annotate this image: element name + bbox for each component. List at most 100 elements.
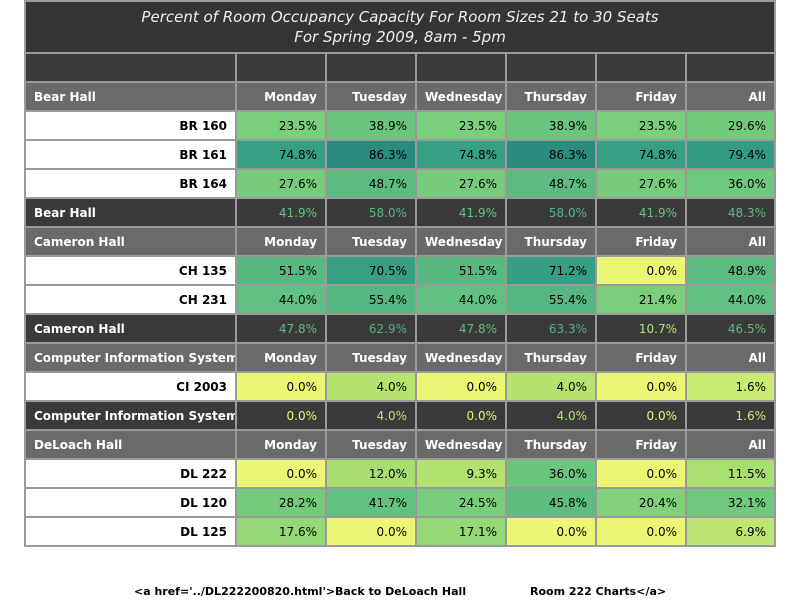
summary-cell: 1.6%	[685, 402, 777, 431]
room-name: BR 160	[24, 112, 235, 141]
summary-cell: 0.0%	[595, 402, 685, 431]
blank-cell	[505, 54, 595, 83]
column-header: Wednesday	[415, 344, 505, 373]
room-name: DL 120	[24, 489, 235, 518]
summary-cell: 63.3%	[505, 315, 595, 344]
summary-cell: 41.9%	[415, 199, 505, 228]
room-name: CH 135	[24, 257, 235, 286]
occupancy-cell: 48.7%	[505, 170, 595, 199]
title-line-1: Percent of Room Occupancy Capacity For R…	[141, 8, 659, 26]
column-header: All	[685, 344, 777, 373]
occupancy-cell: 44.0%	[415, 286, 505, 315]
column-header: Tuesday	[325, 344, 415, 373]
room-charts-text[interactable]: Room 222 Charts</a>	[530, 585, 667, 598]
summary-cell: 4.0%	[325, 402, 415, 431]
summary-cell: 48.3%	[685, 199, 777, 228]
summary-cell: 47.8%	[235, 315, 325, 344]
summary-cell: 46.5%	[685, 315, 777, 344]
room-name: CH 231	[24, 286, 235, 315]
occupancy-cell: 74.8%	[595, 141, 685, 170]
hall-summary-name: Cameron Hall	[24, 315, 235, 344]
occupancy-cell: 0.0%	[505, 518, 595, 547]
summary-cell: 0.0%	[415, 402, 505, 431]
summary-cell: 41.9%	[595, 199, 685, 228]
occupancy-cell: 44.0%	[235, 286, 325, 315]
occupancy-cell: 20.4%	[595, 489, 685, 518]
blank-cell	[235, 54, 325, 83]
room-row: DL 222 0.0% 12.0% 9.3% 36.0% 0.0% 11.5%	[24, 460, 777, 489]
occupancy-cell: 51.5%	[415, 257, 505, 286]
occupancy-cell: 27.6%	[235, 170, 325, 199]
blank-cell	[685, 54, 777, 83]
occupancy-cell: 36.0%	[685, 170, 777, 199]
occupancy-cell: 55.4%	[505, 286, 595, 315]
column-header: Monday	[235, 228, 325, 257]
hall-summary-row: Cameron Hall 47.8% 62.9% 47.8% 63.3% 10.7% 46.…	[24, 315, 777, 344]
room-row: DL 120 28.2% 41.7% 24.5% 45.8% 20.4% 32.1%	[24, 489, 777, 518]
summary-cell: 4.0%	[505, 402, 595, 431]
column-header: Thursday	[505, 431, 595, 460]
room-row: BR 160 23.5% 38.9% 23.5% 38.9% 23.5% 29.6%	[24, 112, 777, 141]
hall-name: Cameron Hall	[24, 228, 235, 257]
occupancy-cell: 74.8%	[235, 141, 325, 170]
column-header: Friday	[595, 344, 685, 373]
occupancy-cell: 0.0%	[235, 460, 325, 489]
occupancy-cell: 86.3%	[325, 141, 415, 170]
hall-name: Bear Hall	[24, 83, 235, 112]
summary-cell: 0.0%	[235, 402, 325, 431]
occupancy-cell: 23.5%	[235, 112, 325, 141]
occupancy-cell: 6.9%	[685, 518, 777, 547]
occupancy-cell: 12.0%	[325, 460, 415, 489]
back-link-text[interactable]: <a href='../DL222200820.html'>Back to De…	[134, 585, 467, 598]
summary-cell: 47.8%	[415, 315, 505, 344]
occupancy-cell: 32.1%	[685, 489, 777, 518]
occupancy-cell: 17.1%	[415, 518, 505, 547]
room-row: CH 231 44.0% 55.4% 44.0% 55.4% 21.4% 44.0%	[24, 286, 777, 315]
occupancy-cell: 36.0%	[505, 460, 595, 489]
occupancy-cell: 23.5%	[595, 112, 685, 141]
occupancy-cell: 28.2%	[235, 489, 325, 518]
column-header: Wednesday	[415, 83, 505, 112]
column-header: Tuesday	[325, 431, 415, 460]
occupancy-cell: 21.4%	[595, 286, 685, 315]
occupancy-cell: 0.0%	[415, 373, 505, 402]
occupancy-cell: 0.0%	[595, 518, 685, 547]
column-header: Tuesday	[325, 228, 415, 257]
occupancy-cell: 24.5%	[415, 489, 505, 518]
hall-summary-row: Computer Information Systems 0.0% 4.0% 0.0%…	[24, 402, 777, 431]
hall-name: DeLoach Hall	[24, 431, 235, 460]
column-header: All	[685, 431, 777, 460]
occupancy-cell: 0.0%	[325, 518, 415, 547]
column-header: Friday	[595, 431, 685, 460]
occupancy-table: Percent of Room Occupancy Capacity For R…	[24, 0, 777, 547]
occupancy-cell: 27.6%	[415, 170, 505, 199]
occupancy-cell: 79.4%	[685, 141, 777, 170]
column-header: All	[685, 228, 777, 257]
occupancy-cell: 45.8%	[505, 489, 595, 518]
occupancy-cell: 74.8%	[415, 141, 505, 170]
column-header: Wednesday	[415, 431, 505, 460]
room-row: CH 135 51.5% 70.5% 51.5% 71.2% 0.0% 48.9%	[24, 257, 777, 286]
summary-cell: 10.7%	[595, 315, 685, 344]
hall-header-row: Cameron Hall Monday Tuesday Wednesday Thursd…	[24, 228, 777, 257]
occupancy-cell: 1.6%	[685, 373, 777, 402]
column-header: Thursday	[505, 344, 595, 373]
blank-cell	[415, 54, 505, 83]
hall-summary-name: Bear Hall	[24, 199, 235, 228]
occupancy-cell: 0.0%	[595, 373, 685, 402]
occupancy-cell: 4.0%	[325, 373, 415, 402]
summary-cell: 41.9%	[235, 199, 325, 228]
column-header: Friday	[595, 83, 685, 112]
blank-cell	[595, 54, 685, 83]
column-header: All	[685, 83, 777, 112]
hall-name: Computer Information Systems	[24, 344, 235, 373]
blank-cell	[24, 54, 235, 83]
room-name: BR 161	[24, 141, 235, 170]
room-name: DL 125	[24, 518, 235, 547]
column-header: Monday	[235, 83, 325, 112]
room-name: BR 164	[24, 170, 235, 199]
column-header: Thursday	[505, 228, 595, 257]
hall-header-row: DeLoach Hall Monday Tuesday Wednesday Thursd…	[24, 431, 777, 460]
occupancy-cell: 4.0%	[505, 373, 595, 402]
column-header: Friday	[595, 228, 685, 257]
